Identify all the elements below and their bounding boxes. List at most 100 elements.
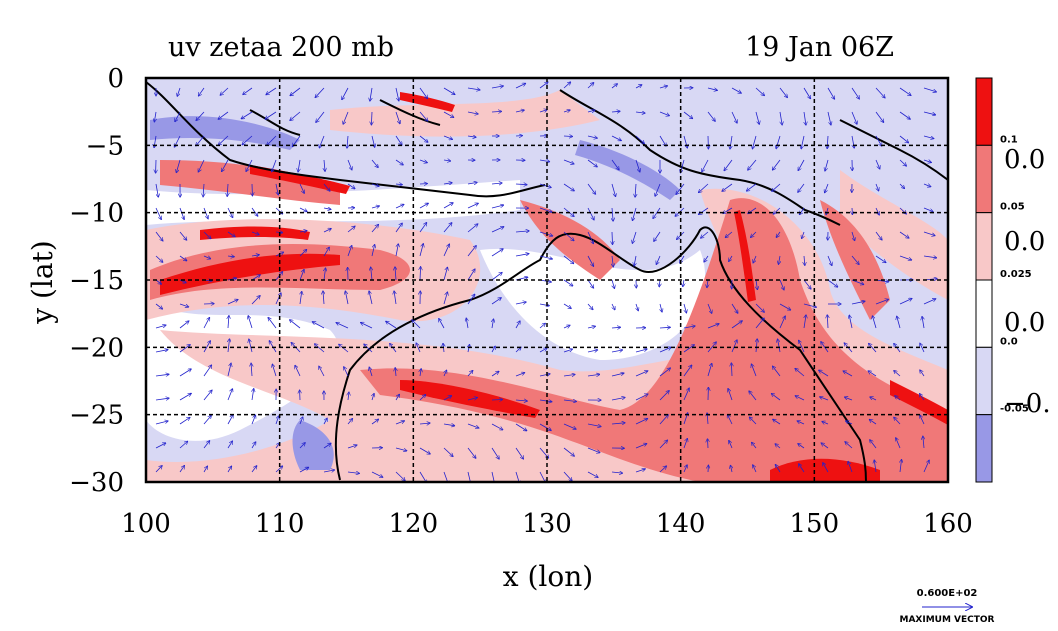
wind-vector <box>731 87 741 93</box>
wind-vector <box>563 231 574 241</box>
wind-vector <box>539 160 549 162</box>
wind-vector <box>772 394 781 401</box>
wind-vector <box>707 88 717 90</box>
wind-vector <box>242 135 253 145</box>
wind-vector <box>899 87 911 95</box>
wind-vector <box>731 111 737 123</box>
wind-vector <box>923 460 929 473</box>
wind-vector <box>419 447 430 454</box>
wind-vector <box>323 208 331 209</box>
wind-vector <box>775 444 781 449</box>
wind-vector <box>219 135 229 145</box>
wind-vector <box>323 183 330 191</box>
wind-vector <box>412 320 421 329</box>
wind-vector <box>467 269 475 281</box>
wind-vector <box>779 279 784 290</box>
wind-vector <box>923 87 936 92</box>
wind-vector <box>870 440 877 449</box>
wind-vector <box>203 390 212 401</box>
wind-vector <box>633 207 637 220</box>
wind-vector <box>820 397 829 401</box>
wind-vector <box>612 303 615 310</box>
wind-vector <box>491 227 504 233</box>
wind-vector <box>248 316 253 329</box>
wind-vector <box>251 415 255 425</box>
x-axis-label: x (lon) <box>503 560 593 593</box>
wind-vector <box>515 231 529 232</box>
wind-vector <box>444 371 447 377</box>
wind-vector <box>803 87 810 99</box>
wind-vector <box>659 279 660 287</box>
wind-vector <box>227 300 238 305</box>
wind-vector <box>491 273 502 281</box>
wind-vector <box>419 87 427 98</box>
wind-vector <box>587 374 599 376</box>
wind-vector <box>515 423 527 431</box>
wind-vector <box>371 111 372 125</box>
wind-vector <box>467 112 478 114</box>
wind-vector <box>563 447 574 456</box>
wind-vector <box>774 207 781 214</box>
wind-vector <box>371 135 375 147</box>
wind-vector <box>179 303 188 307</box>
wind-vector <box>243 87 253 94</box>
wind-vector <box>228 316 229 329</box>
wind-vector <box>203 441 210 449</box>
y-tick-label: −15 <box>69 266 124 296</box>
wind-vector <box>923 299 936 305</box>
wind-vector <box>491 111 501 112</box>
wind-vector <box>515 302 526 304</box>
wind-vector <box>731 303 738 313</box>
wind-vector <box>825 183 829 193</box>
wind-vector <box>395 159 403 165</box>
wind-vector <box>155 374 169 376</box>
wind-vector <box>825 159 829 171</box>
wind-vector <box>251 466 257 473</box>
wind-vector <box>875 299 888 305</box>
wind-vector <box>203 365 211 377</box>
wind-vector <box>371 267 372 281</box>
wind-vector <box>491 205 503 209</box>
wind-vector <box>439 319 445 329</box>
wind-vector <box>747 183 757 191</box>
wind-vector <box>676 183 685 194</box>
wind-vector <box>369 291 373 305</box>
wind-vector <box>707 279 708 287</box>
wind-vector <box>659 111 669 116</box>
wind-vector <box>347 472 359 473</box>
wind-vector <box>443 223 452 233</box>
wind-vector <box>539 82 548 89</box>
wind-vector <box>155 183 158 197</box>
wind-vector <box>249 339 253 353</box>
wind-vector <box>920 394 925 401</box>
wind-vector <box>203 256 210 259</box>
wind-vector <box>324 268 326 281</box>
wind-vector <box>846 421 853 425</box>
chart-title-right: 19 Jan 06Z <box>745 32 894 63</box>
wind-vector <box>227 441 232 449</box>
wind-vector <box>364 344 373 353</box>
wind-vector <box>587 231 593 243</box>
wind-vector <box>875 231 882 240</box>
wind-vector <box>539 400 552 402</box>
wind-vector <box>420 369 421 377</box>
wind-vector <box>179 394 191 401</box>
colorbar-level-label: 0.1 <box>1000 134 1018 145</box>
wind-vector <box>851 111 857 124</box>
wind-vector <box>467 246 476 257</box>
wind-vector <box>875 207 879 215</box>
wind-vector <box>923 256 936 258</box>
wind-vector <box>923 111 935 115</box>
wind-vector <box>395 87 399 101</box>
x-tick-label: 150 <box>790 509 840 539</box>
wind-vector <box>659 327 670 328</box>
wind-vector <box>251 232 259 235</box>
wind-vector <box>323 291 324 305</box>
wind-vector <box>779 303 790 310</box>
wind-vector <box>587 110 595 112</box>
wind-vector <box>179 442 187 449</box>
wind-vector <box>612 279 614 288</box>
wind-vector <box>275 293 281 305</box>
wind-vector <box>870 420 877 425</box>
wind-vector <box>492 319 494 329</box>
